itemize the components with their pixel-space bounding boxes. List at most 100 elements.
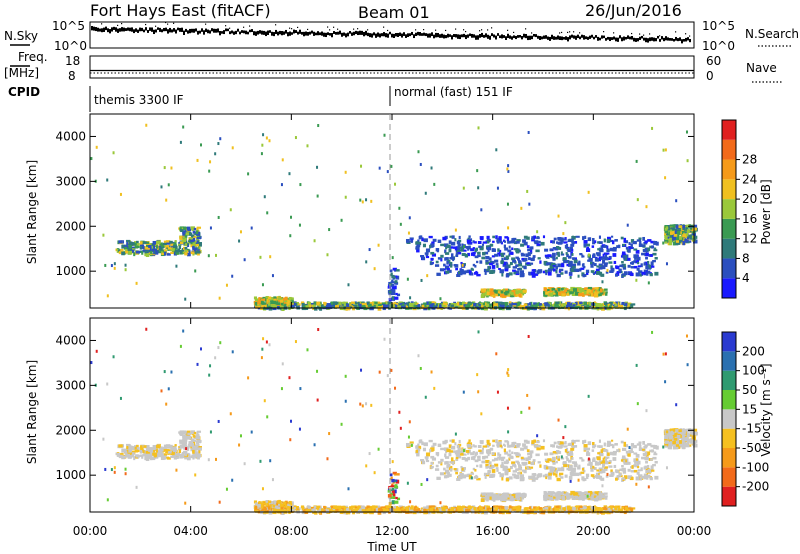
power-echo <box>594 291 597 295</box>
velocity-echo <box>666 440 670 443</box>
velocity-echo <box>531 440 535 444</box>
power-echo <box>528 257 531 261</box>
velocity-echo <box>465 449 470 453</box>
velocity-echo <box>675 441 681 445</box>
power-echo <box>184 253 188 256</box>
velocity-echo <box>163 448 168 452</box>
velocity-echo <box>435 509 438 513</box>
nsky-point <box>521 35 523 40</box>
nsky-point <box>513 35 515 39</box>
power-echo <box>473 302 477 307</box>
nsky-point <box>293 29 295 34</box>
power-echo <box>306 144 309 148</box>
power-echo <box>468 245 471 250</box>
velocity-echo <box>405 442 410 447</box>
power-echo <box>476 260 479 264</box>
velocity-echo <box>576 509 580 513</box>
velocity-echo <box>190 430 195 435</box>
power-echo <box>508 302 513 305</box>
velocity-echo <box>538 507 542 510</box>
velocity-echo <box>184 457 188 460</box>
nsky-point <box>93 26 95 31</box>
power-echo <box>598 266 603 270</box>
power-echo <box>639 240 642 245</box>
velocity-echo <box>158 453 162 458</box>
power-echo <box>155 241 160 245</box>
power-echo <box>344 170 347 174</box>
velocity-echo <box>175 456 180 459</box>
nsky-point <box>615 37 617 42</box>
velocity-echo <box>465 508 470 513</box>
nsearch-point <box>689 35 691 37</box>
velocity-echo <box>456 506 460 510</box>
power-echo <box>522 259 526 262</box>
power-echo <box>595 288 600 292</box>
nsearch-point <box>487 29 489 31</box>
power-echo <box>508 253 511 257</box>
power-echo <box>284 299 290 303</box>
velocity-echo <box>611 444 615 449</box>
power-echo <box>340 303 344 307</box>
nsky-point <box>667 37 669 41</box>
velocity-echo <box>526 440 530 444</box>
power-echo <box>559 292 563 295</box>
power-echo <box>190 237 193 240</box>
velocity-echo <box>614 443 618 446</box>
nsky-point <box>633 37 635 42</box>
power-echo <box>689 224 693 229</box>
power-echo <box>450 304 454 307</box>
power-echo <box>90 157 93 161</box>
velocity-echo <box>669 428 674 431</box>
power-echo <box>500 252 504 256</box>
power-echo <box>592 237 595 241</box>
nsky-point <box>119 28 121 32</box>
velocity-echo <box>421 441 424 446</box>
power-echo <box>479 236 484 240</box>
velocity-echo <box>454 507 459 511</box>
velocity-echo <box>121 455 125 460</box>
power-echo <box>413 304 417 308</box>
velocity-echo <box>600 507 604 511</box>
power-echo <box>443 268 446 271</box>
power-echo <box>281 158 284 162</box>
power-echo <box>576 305 580 309</box>
power-echo <box>178 242 181 245</box>
power-echo <box>498 237 502 241</box>
velocity-echo <box>689 441 693 444</box>
velocity-echo <box>403 509 406 513</box>
power-echo <box>530 257 535 262</box>
nsky-point <box>611 37 613 40</box>
power-echo <box>440 258 443 262</box>
nsky-point <box>329 33 331 36</box>
power-echo <box>618 268 622 273</box>
velocity-echo <box>616 506 620 510</box>
velocity-echo <box>558 445 563 449</box>
velocity-echo <box>139 445 143 449</box>
power-echo <box>670 227 674 230</box>
nsearch-point <box>567 31 569 34</box>
power-echo <box>196 227 199 230</box>
velocity-echo <box>354 505 357 508</box>
power-echo <box>128 250 133 255</box>
velocity-echo <box>534 508 538 513</box>
velocity-echo <box>283 501 287 505</box>
velocity-echo <box>290 509 294 513</box>
power-echo <box>638 243 643 247</box>
power-echo <box>518 290 523 294</box>
power-echo <box>394 304 398 308</box>
velocity-echo <box>666 429 671 432</box>
power-echo <box>682 238 686 241</box>
power-echo <box>292 302 296 306</box>
power-echo <box>562 232 565 236</box>
power-echo <box>255 298 259 302</box>
velocity-echo <box>448 444 452 448</box>
power-echo <box>158 249 162 254</box>
power-echo <box>586 304 590 308</box>
nsky-point <box>137 29 139 33</box>
power-echo <box>612 253 617 257</box>
power-echo <box>197 239 200 242</box>
power-echo <box>601 265 606 270</box>
power-echo <box>692 227 695 232</box>
power-echo <box>595 292 599 296</box>
velocity-echo <box>341 505 346 509</box>
